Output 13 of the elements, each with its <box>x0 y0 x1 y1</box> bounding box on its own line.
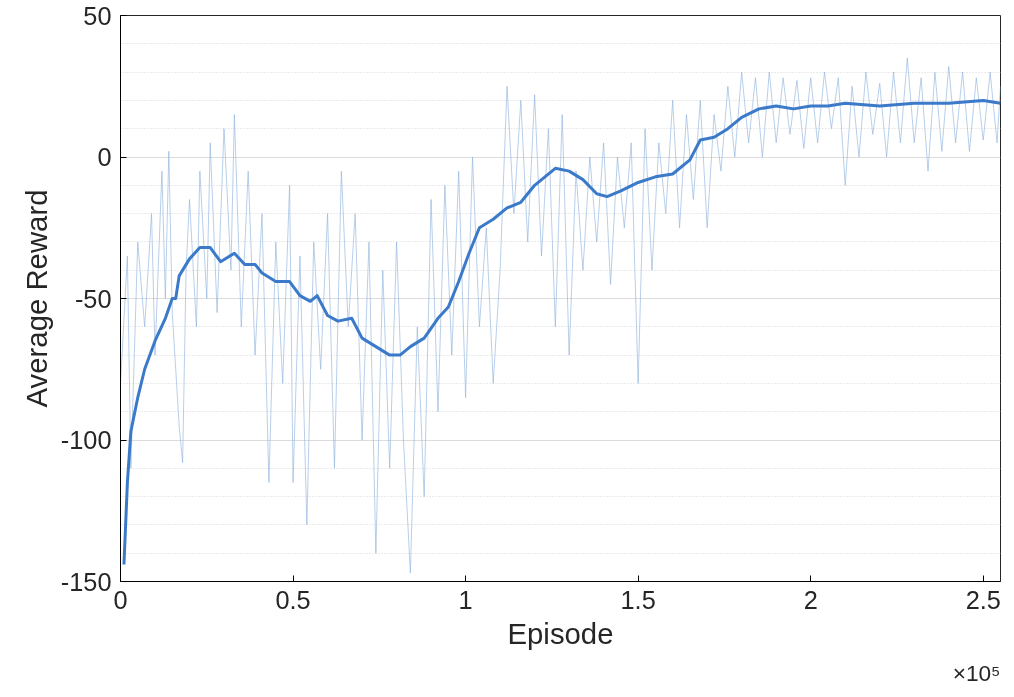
x-tick-label: 1 <box>458 585 473 614</box>
y-tick-label: -100 <box>60 426 112 454</box>
x-tick-label: 2.5 <box>965 585 1001 614</box>
y-tick-label: -50 <box>74 284 112 313</box>
x-axis-title: Episode <box>507 616 614 650</box>
x-tick-label: 1.5 <box>620 585 656 614</box>
y-tick-label: 0 <box>97 143 112 171</box>
y-tick-label: -150 <box>60 567 112 596</box>
y-axis-title: Average Reward <box>19 189 53 408</box>
y-tick-label: 50 <box>83 1 112 30</box>
x-tick-label: 2 <box>803 585 818 614</box>
x-tick-label: 0.5 <box>275 585 311 614</box>
text: ×10⁵ <box>952 659 1001 686</box>
